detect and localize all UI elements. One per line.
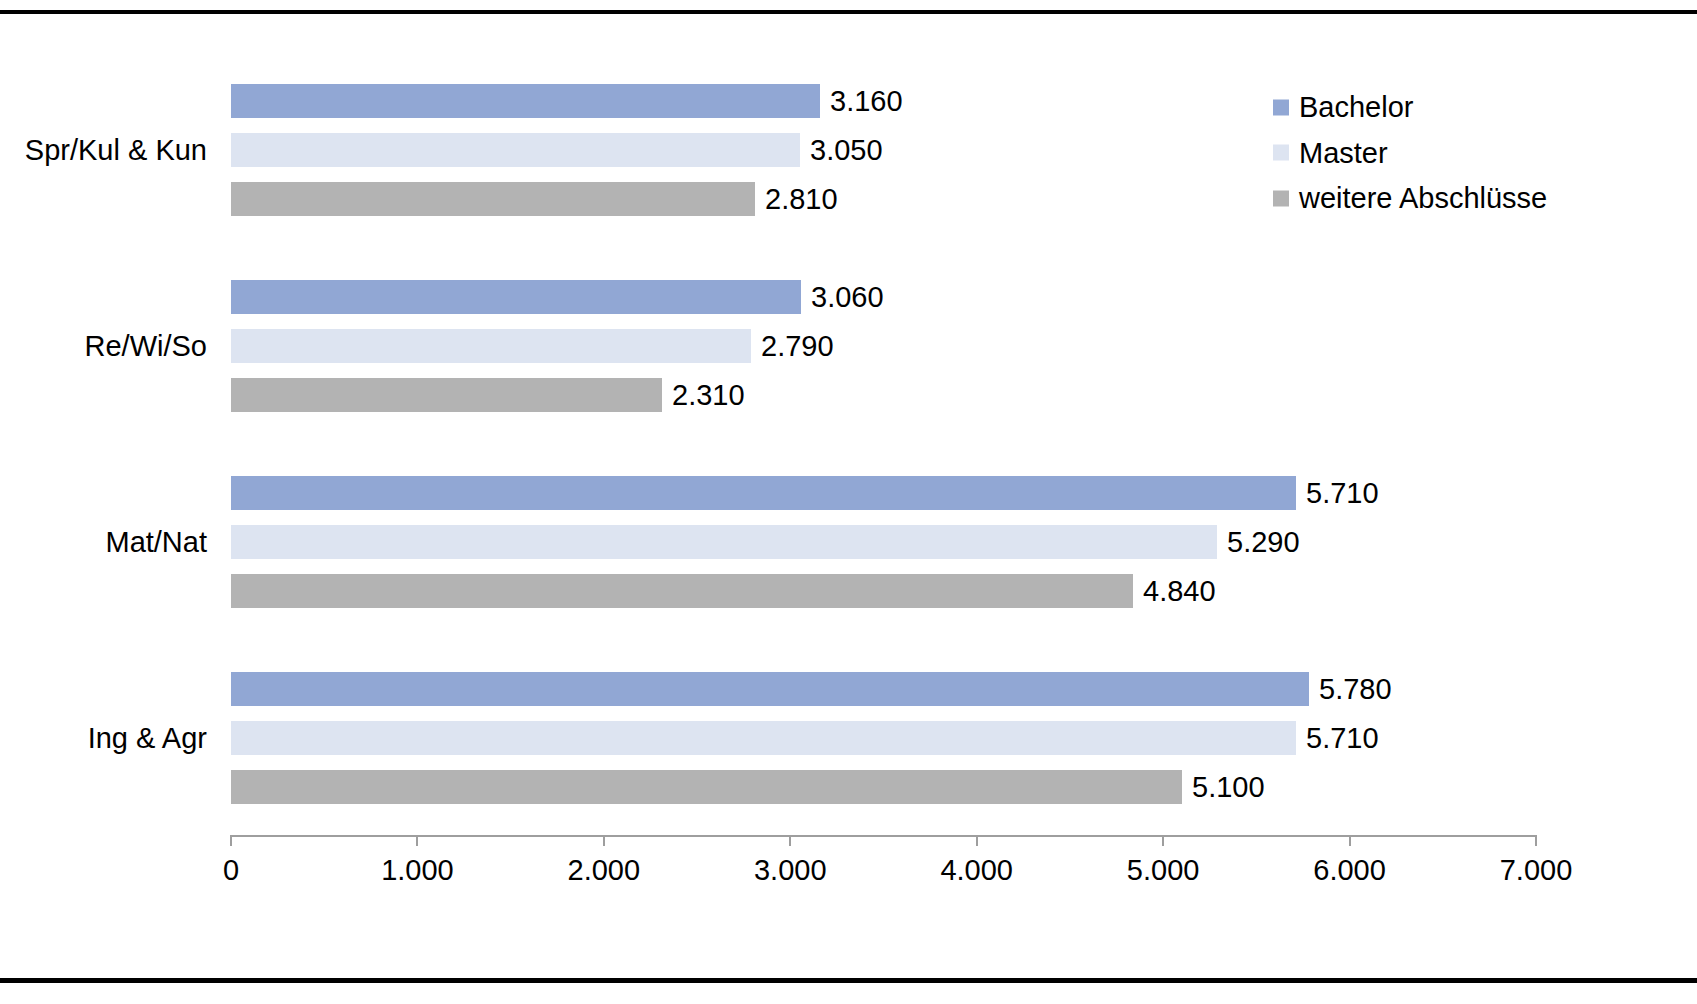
x-axis-tick-label: 3.000 [754,853,827,888]
x-axis-tick [1162,835,1164,846]
x-axis-tick [1349,835,1351,846]
value-label-mat-nat-bachelor: 5.710 [1306,479,1379,508]
bar-spr-kul-kun-bachelor [231,84,820,118]
legend-swatch-bachelor [1273,99,1289,115]
legend-item-bachelor: Bachelor [1273,93,1413,122]
bar-ing-agr-bachelor [231,672,1309,706]
value-label-spr-kul-kun-bachelor: 3.160 [830,87,903,116]
x-axis-tick-label: 2.000 [568,853,641,888]
legend-swatch-master [1273,145,1289,161]
plot-area: Spr/Kul & Kun 3.160 3.050 2.810 Re/Wi/So 3.06… [0,0,1697,1004]
x-axis-tick [416,835,418,846]
bar-re-wi-so-bachelor [231,280,801,314]
category-label-mat-nat: Mat/Nat [0,528,207,557]
x-axis-tick-label: 0 [223,853,239,888]
chart-canvas: Spr/Kul & Kun 3.160 3.050 2.810 Re/Wi/So 3.06… [0,0,1697,1004]
x-axis-tick-label: 7.000 [1500,853,1573,888]
legend-label: weitere Abschlüsse [1299,184,1547,213]
x-axis-tick-label: 1.000 [381,853,454,888]
bar-mat-nat-weitere-abschlusse [231,574,1133,608]
x-axis-tick-label: 4.000 [940,853,1013,888]
bar-spr-kul-kun-weitere-abschlusse [231,182,755,216]
legend-item-weitere-abschlusse: weitere Abschlüsse [1273,184,1547,213]
value-label-re-wi-so-weitere-abschlusse: 2.310 [672,381,745,410]
bar-re-wi-so-master [231,329,751,363]
value-label-mat-nat-master: 5.290 [1227,528,1300,557]
x-axis-tick [603,835,605,846]
x-axis-tick [1535,835,1537,846]
bar-re-wi-so-weitere-abschlusse [231,378,662,412]
bar-ing-agr-weitere-abschlusse [231,770,1182,804]
x-axis-line [231,835,1536,837]
value-label-ing-agr-bachelor: 5.780 [1319,675,1392,704]
x-axis-tick [789,835,791,846]
bar-mat-nat-master [231,525,1217,559]
x-axis-tick [230,835,232,846]
legend-label: Bachelor [1299,93,1413,122]
x-axis-tick-label: 5.000 [1127,853,1200,888]
value-label-re-wi-so-bachelor: 3.060 [811,283,884,312]
value-label-ing-agr-weitere-abschlusse: 5.100 [1192,773,1265,802]
value-label-mat-nat-weitere-abschlusse: 4.840 [1143,577,1216,606]
value-label-ing-agr-master: 5.710 [1306,724,1379,753]
category-label-ing-agr: Ing & Agr [0,724,207,753]
value-label-spr-kul-kun-master: 3.050 [810,136,883,165]
value-label-spr-kul-kun-weitere-abschlusse: 2.810 [765,185,838,214]
category-label-re-wi-so: Re/Wi/So [0,332,207,361]
legend-item-master: Master [1273,138,1388,167]
legend-label: Master [1299,138,1388,167]
legend-swatch-weitere-abschlusse [1273,190,1289,206]
bar-spr-kul-kun-master [231,133,800,167]
category-label-spr-kul-kun: Spr/Kul & Kun [0,136,207,165]
x-axis-tick [976,835,978,846]
bottom-border-rule [0,978,1697,983]
bar-ing-agr-master [231,721,1296,755]
bar-mat-nat-bachelor [231,476,1296,510]
x-axis-tick-label: 6.000 [1313,853,1386,888]
value-label-re-wi-so-master: 2.790 [761,332,834,361]
